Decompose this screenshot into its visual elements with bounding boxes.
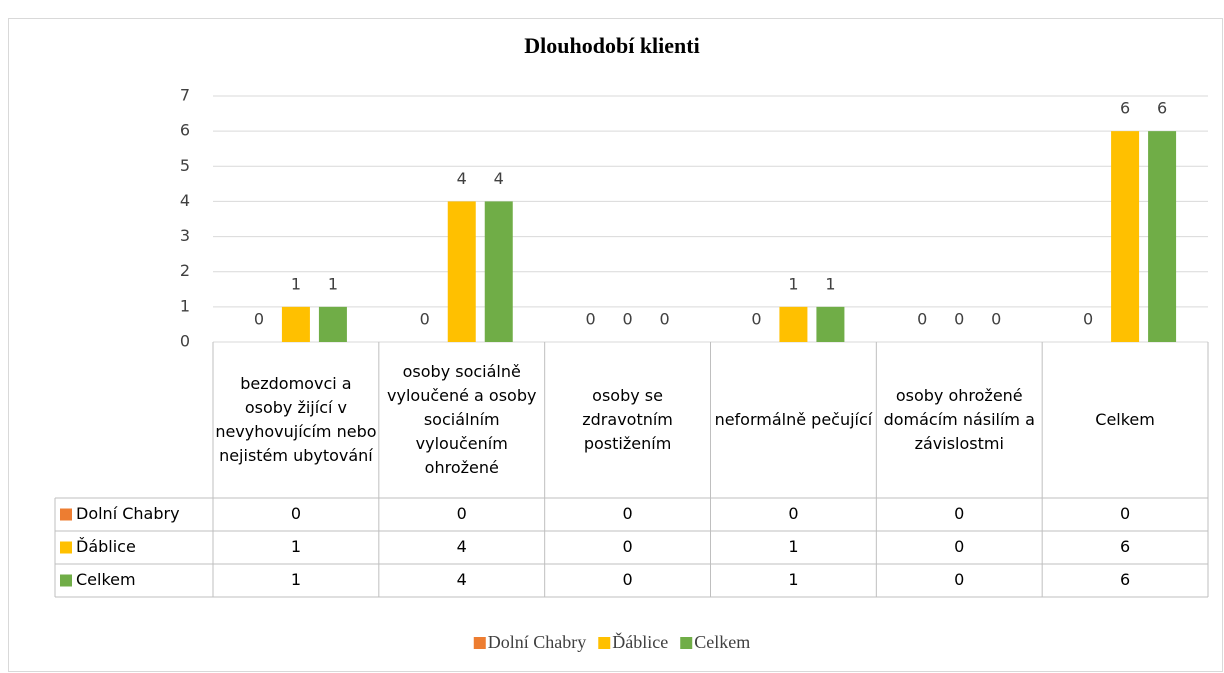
table-row-header: Dolní Chabry <box>76 504 180 523</box>
category-cell: osoby ohrožené domácím násilím a závislo… <box>883 386 1035 453</box>
table-cell: 0 <box>954 504 964 523</box>
value-label: 0 <box>917 310 927 329</box>
value-label: 1 <box>291 274 301 293</box>
table-legend-key <box>60 574 72 587</box>
value-label: 4 <box>457 169 467 188</box>
category-cell: osoby sociálně vyloučené a osoby sociáln… <box>387 362 537 477</box>
bar <box>484 201 513 342</box>
table-cell: 0 <box>788 504 798 523</box>
y-tick-label: 1 <box>180 296 190 315</box>
x-tick-label: Celkem <box>1095 410 1155 429</box>
table-legend-key <box>60 541 72 554</box>
x-tick-label: neformálně pečující <box>714 410 873 429</box>
table-cell: 0 <box>622 570 632 589</box>
value-label: 0 <box>659 310 669 329</box>
table-cell: 6 <box>1120 570 1130 589</box>
y-tick-label: 7 <box>180 86 190 105</box>
y-tick-label: 2 <box>180 261 190 280</box>
table-cell: 4 <box>457 570 467 589</box>
table-cell: 1 <box>788 537 798 556</box>
bar <box>779 306 808 342</box>
category-cell: bezdomovci a osoby žijící v nevyhovující… <box>215 374 377 465</box>
y-tick-label: 0 <box>180 332 190 351</box>
x-tick-label: bezdomovci a osoby žijící v nevyhovující… <box>215 374 377 465</box>
table-cell: 0 <box>622 537 632 556</box>
value-label: 1 <box>825 274 835 293</box>
bar <box>816 306 845 342</box>
value-label: 0 <box>585 310 595 329</box>
chart-title: Dlouhodobí klienti <box>524 33 699 58</box>
y-tick-label: 6 <box>180 121 190 140</box>
legend-key <box>680 637 693 649</box>
category-cell: osoby se zdravotním postižením <box>582 386 673 453</box>
bar <box>281 306 310 342</box>
y-tick-label: 3 <box>180 226 190 245</box>
table-row-header: Ďáblice <box>76 537 136 556</box>
legend-key <box>598 637 611 649</box>
table-cell: 0 <box>954 537 964 556</box>
value-label: 6 <box>1120 99 1130 118</box>
bar <box>1111 131 1140 342</box>
table-row-header: Celkem <box>76 570 136 589</box>
legend-key <box>473 637 486 649</box>
value-label: 4 <box>494 169 504 188</box>
value-label: 0 <box>420 310 430 329</box>
table-cell: 1 <box>291 570 301 589</box>
category-cell: neformálně pečující <box>714 410 873 429</box>
table-cell: 0 <box>457 504 467 523</box>
legend-label: Ďáblice <box>612 631 668 652</box>
table-cell: 0 <box>291 504 301 523</box>
value-label: 0 <box>622 310 632 329</box>
table-cell: 6 <box>1120 537 1130 556</box>
x-tick-label: osoby ohrožené domácím násilím a závislo… <box>883 386 1035 453</box>
value-label: 6 <box>1157 99 1167 118</box>
bar <box>1148 131 1177 342</box>
legend: Dolní Chabry Ďáblice Celkem <box>473 631 750 652</box>
value-label: 1 <box>328 274 338 293</box>
table-legend-key <box>60 508 72 521</box>
y-tick-label: 5 <box>180 156 190 175</box>
y-tick-label: 4 <box>180 191 190 210</box>
table-cell: 4 <box>457 537 467 556</box>
value-label: 1 <box>788 274 798 293</box>
table-cell: 0 <box>622 504 632 523</box>
table-cell: 1 <box>291 537 301 556</box>
table-cell: 1 <box>788 570 798 589</box>
bar <box>447 201 476 342</box>
value-label: 0 <box>751 310 761 329</box>
x-tick-label: osoby se zdravotním postižením <box>582 386 673 453</box>
value-label: 0 <box>254 310 264 329</box>
legend-label: Celkem <box>694 632 750 652</box>
chart-frame <box>8 18 1223 672</box>
value-label: 0 <box>1083 310 1093 329</box>
x-tick-label: osoby sociálně vyloučené a osoby sociáln… <box>387 362 537 477</box>
table-cell: 0 <box>954 570 964 589</box>
category-cell: Celkem <box>1095 410 1155 429</box>
table-cell: 0 <box>1120 504 1130 523</box>
value-label: 0 <box>954 310 964 329</box>
legend-label: Dolní Chabry <box>488 632 587 652</box>
bar <box>318 306 347 342</box>
value-label: 0 <box>991 310 1001 329</box>
